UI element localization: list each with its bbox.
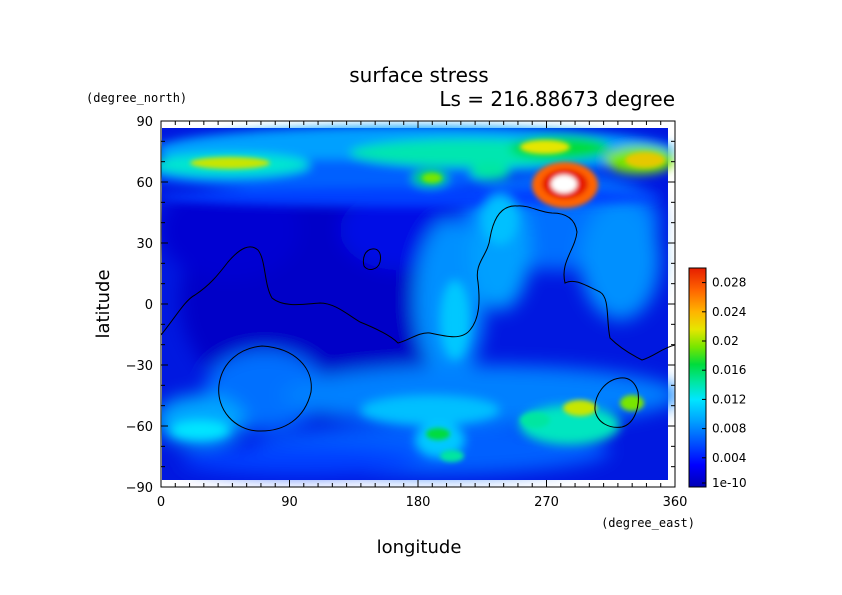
y-tick-label: 90 bbox=[136, 115, 153, 130]
contour-line bbox=[362, 248, 381, 270]
x-axis bbox=[160, 121, 676, 487]
colorbar-tick-label: 0.016 bbox=[712, 363, 746, 377]
x-tick-label: 270 bbox=[534, 495, 559, 510]
x-tick-label: 90 bbox=[281, 495, 298, 510]
y-tick-label: −90 bbox=[126, 481, 153, 496]
chart-title: surface stress bbox=[349, 63, 488, 87]
x-axis-label: longitude bbox=[377, 537, 462, 558]
y-tick-label: −30 bbox=[126, 359, 153, 374]
colorbar-tick-label: 0.012 bbox=[712, 392, 746, 406]
colorbar-tick-label: 1e-10 bbox=[712, 476, 747, 490]
y-axis-label: latitude bbox=[93, 269, 114, 338]
colorbar-labels: 1e-10 0.004 0.008 0.012 0.016 0.02 0.024 0.028 bbox=[702, 276, 747, 490]
y-units: (degree_north) bbox=[86, 91, 187, 105]
contour-line bbox=[218, 345, 312, 432]
x-tick-label: 360 bbox=[663, 495, 688, 510]
heatmap-field bbox=[161, 121, 675, 487]
x-tick-label: 180 bbox=[406, 495, 431, 510]
colorbar-tick-label: 0.008 bbox=[712, 422, 746, 436]
y-tick-label: −60 bbox=[126, 420, 153, 435]
y-tick-label: 30 bbox=[136, 237, 153, 252]
chart-subtitle: Ls = 216.88673 degree bbox=[439, 87, 675, 111]
y-tick-label: 0 bbox=[145, 298, 153, 313]
colorbar: 1e-10 0.004 0.008 0.012 0.016 0.02 0.024 0.028 bbox=[688, 267, 747, 490]
colorbar-tick-label: 0.024 bbox=[712, 305, 746, 319]
colorbar-gradient bbox=[688, 267, 707, 488]
colorbar-tick-label: 0.02 bbox=[712, 334, 739, 348]
y-axis bbox=[161, 120, 675, 488]
x-units: (degree_east) bbox=[601, 516, 695, 530]
colorbar-tick-label: 0.004 bbox=[712, 451, 746, 465]
y-tick-labels: −90 −60 −30 0 30 60 90 bbox=[126, 115, 153, 496]
colorbar-tick-label: 0.028 bbox=[712, 276, 746, 290]
contour-line bbox=[161, 205, 675, 361]
y-tick-label: 60 bbox=[136, 176, 153, 191]
x-tick-label: 0 bbox=[157, 495, 165, 510]
contour-line bbox=[594, 377, 639, 428]
x-tick-labels: 0 90 180 270 360 bbox=[157, 495, 688, 510]
